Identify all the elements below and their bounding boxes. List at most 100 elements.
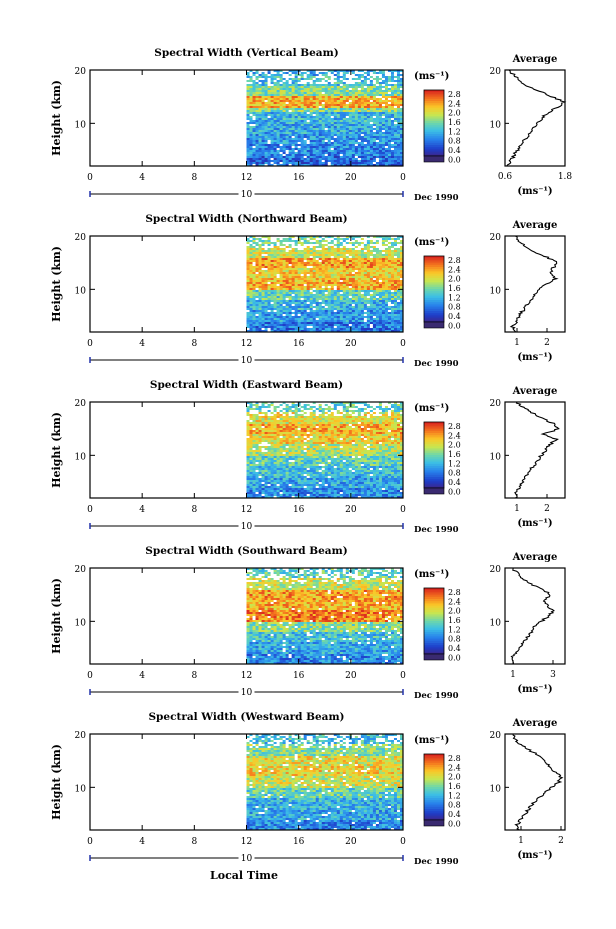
heatmap-cell — [258, 268, 262, 271]
heatmap-cell — [363, 126, 368, 129]
heatmap-cell — [273, 270, 277, 273]
heatmap-cell — [288, 98, 293, 101]
heatmap-cell — [291, 248, 296, 251]
heatmap-cell — [246, 268, 250, 271]
heatmap-cell — [324, 94, 329, 97]
heatmap-cell — [339, 74, 344, 77]
heatmap-cell — [291, 162, 296, 165]
heatmap-cell — [372, 136, 377, 139]
heatmap-cell — [318, 106, 323, 109]
heatmap-cell — [246, 150, 250, 153]
heatmap-cell — [390, 252, 395, 255]
heatmap-cell — [324, 238, 329, 241]
heatmap-cell — [288, 124, 293, 127]
heatmap-cell — [309, 246, 314, 249]
heatmap-cell — [282, 104, 287, 107]
heatmap-cell — [303, 70, 308, 73]
heatmap-cell — [369, 76, 374, 79]
heatmap-cell — [252, 98, 256, 101]
heatmap-cell — [258, 72, 262, 75]
heatmap-cell — [330, 70, 335, 73]
heatmap-cell — [309, 114, 314, 117]
heatmap-cell — [294, 248, 299, 251]
heatmap-cell — [309, 70, 314, 73]
heatmap-cell — [288, 134, 293, 137]
heatmap-cell — [384, 240, 389, 243]
heatmap-cell — [309, 278, 314, 281]
heatmap-cell — [279, 112, 284, 115]
heatmap-cell — [384, 76, 389, 79]
heatmap-cell — [297, 254, 302, 257]
heatmap-cell — [303, 110, 308, 113]
heatmap-cell — [288, 70, 293, 73]
heatmap-cell — [291, 148, 296, 151]
heatmap-cell — [369, 248, 374, 251]
heatmap-cell — [315, 80, 320, 83]
heatmap-cell — [309, 272, 314, 275]
heatmap-cell — [255, 138, 259, 141]
heatmap-cell — [351, 112, 356, 115]
heatmap-cell — [369, 160, 374, 163]
heatmap-cell — [399, 150, 404, 153]
heatmap-cell — [345, 158, 350, 161]
heatmap-cell — [267, 76, 271, 79]
heatmap-cell — [312, 96, 317, 99]
heatmap-cell — [267, 272, 271, 275]
heatmap-cell — [393, 92, 398, 95]
heatmap-cell — [375, 272, 380, 275]
heatmap-cell — [348, 104, 353, 107]
heatmap-cell — [282, 84, 287, 87]
heatmap-cell — [336, 164, 341, 167]
heatmap-cell — [354, 272, 359, 275]
heatmap-cell — [372, 248, 377, 251]
heatmap-cell — [387, 100, 392, 103]
heatmap-cell — [330, 248, 335, 251]
heatmap-cell — [378, 144, 383, 147]
heatmap-cell — [279, 114, 284, 117]
heatmap-cell — [375, 236, 380, 239]
heatmap-cell — [399, 80, 404, 83]
heatmap-cell — [252, 96, 256, 99]
heatmap-cell — [282, 114, 287, 117]
heatmap-cell — [366, 162, 371, 165]
heatmap-cell — [366, 254, 371, 257]
heatmap-cell — [330, 130, 335, 133]
heatmap-cell — [363, 256, 368, 259]
heatmap-cell — [312, 84, 317, 87]
heatmap-cell — [282, 90, 287, 93]
heatmap-cell — [273, 148, 277, 151]
heatmap-cell — [279, 246, 284, 249]
heatmap-cell — [366, 274, 371, 277]
heatmap-cell — [393, 158, 398, 161]
heatmap-cell — [252, 270, 256, 273]
heatmap-cell — [282, 256, 287, 259]
heatmap-cell — [384, 84, 389, 87]
heatmap-cell — [258, 246, 262, 249]
heatmap-cell — [390, 72, 395, 75]
heatmap-cell — [396, 256, 401, 259]
heatmap-cell — [279, 160, 284, 163]
heatmap-cell — [255, 122, 259, 125]
heatmap-cell — [369, 250, 374, 253]
heatmap-cell — [339, 156, 344, 159]
heatmap-cell — [264, 100, 268, 103]
heatmap-cell — [315, 260, 320, 263]
heatmap-cell — [252, 116, 256, 119]
heatmap-cell — [297, 144, 302, 147]
heatmap-cell — [249, 144, 253, 147]
heatmap-cell — [312, 272, 317, 275]
heatmap-cell — [360, 240, 365, 243]
heatmap-cell — [357, 86, 362, 89]
heatmap-cell — [249, 82, 253, 85]
heatmap-cell — [384, 256, 389, 259]
heatmap-cell — [351, 122, 356, 125]
heatmap-cell — [330, 246, 335, 249]
heatmap-cell — [276, 242, 281, 245]
heatmap-cell — [261, 136, 265, 139]
heatmap-cell — [384, 112, 389, 115]
heatmap-cell — [354, 82, 359, 85]
heatmap-cell — [369, 104, 374, 107]
heatmap-cell — [351, 148, 356, 151]
heatmap-cell — [351, 158, 356, 161]
heatmap-cell — [360, 124, 365, 127]
